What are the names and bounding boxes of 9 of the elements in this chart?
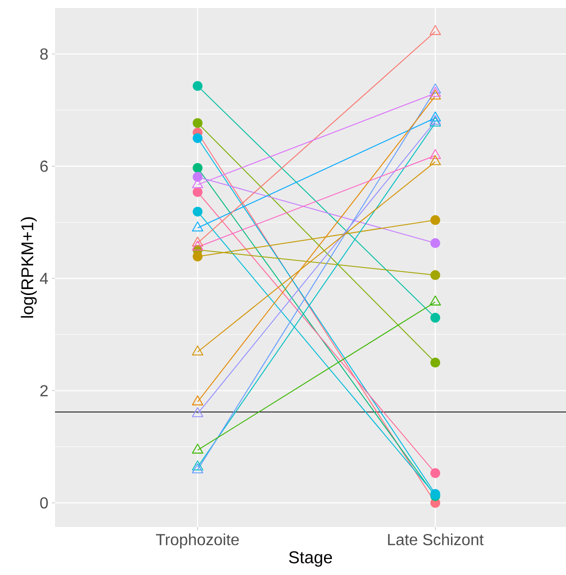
x-tick-label: Late Schizont	[388, 534, 484, 546]
y-tick-label: 6	[40, 160, 48, 172]
y-tick-label: 2	[40, 385, 48, 396]
y-axis-title: log(RPKM+1)	[20, 217, 37, 318]
y-tick-label: 8	[40, 48, 48, 60]
x-tick-label: Trophozoite	[156, 534, 239, 548]
y-tick-label: 0	[40, 497, 48, 509]
x-axis-title: Stage	[289, 551, 332, 567]
y-tick-label: 4	[40, 272, 48, 284]
